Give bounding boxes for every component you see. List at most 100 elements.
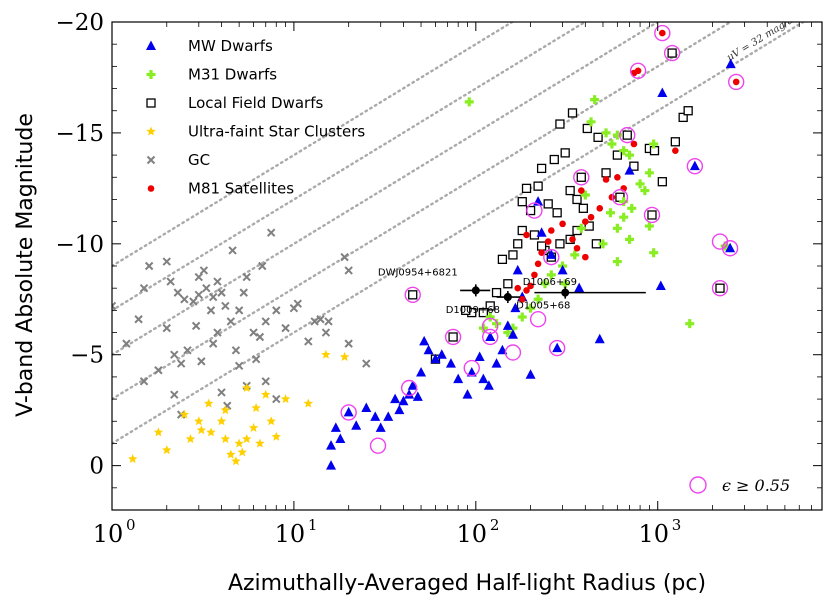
data-point — [194, 416, 204, 426]
data-point — [202, 283, 211, 293]
data-point — [231, 346, 241, 355]
data-point — [255, 332, 265, 342]
data-point — [326, 460, 337, 470]
data-point — [612, 223, 622, 233]
x-tick-label-exponent: 0 — [126, 516, 136, 534]
data-point — [216, 416, 227, 426]
data-point — [543, 199, 553, 209]
ellipticity-circle — [721, 240, 739, 257]
data-point — [206, 427, 216, 437]
named-object-point — [503, 293, 512, 302]
data-point — [370, 411, 381, 421]
data-point — [228, 246, 237, 255]
data-point — [217, 288, 226, 297]
data-point — [461, 305, 471, 316]
data-point — [335, 433, 346, 444]
legend-marker — [147, 185, 155, 192]
data-point — [485, 301, 495, 311]
data-point — [430, 353, 441, 364]
data-point — [404, 389, 415, 399]
data-point — [304, 337, 313, 346]
data-point — [517, 312, 527, 322]
data-point — [586, 117, 596, 127]
data-point — [208, 292, 218, 302]
data-point — [527, 282, 534, 290]
data-point — [242, 272, 251, 282]
data-point — [580, 190, 590, 200]
data-point — [412, 391, 423, 401]
data-point — [523, 231, 530, 239]
data-point — [261, 377, 270, 386]
data-point — [474, 351, 485, 361]
data-point — [644, 221, 654, 231]
ellipticity-circle — [654, 24, 671, 42]
legend: MW Dwarfs M31 Dwarfs Local Field Dwarfs Ult… — [146, 37, 790, 495]
data-point — [122, 339, 131, 348]
data-point — [194, 272, 203, 282]
data-point — [503, 279, 513, 289]
data-point — [635, 179, 645, 189]
x-tick-label-exponent: 3 — [672, 516, 682, 534]
data-point — [672, 147, 679, 154]
data-point — [570, 250, 580, 260]
data-point — [560, 148, 570, 158]
data-point — [533, 181, 543, 191]
data-point — [266, 416, 276, 426]
data-point — [485, 331, 496, 341]
data-point — [602, 176, 610, 183]
data-point — [584, 221, 594, 231]
data-point — [375, 422, 386, 432]
ellipticity-circle — [611, 189, 629, 206]
data-point — [612, 257, 622, 267]
ellipticity-circle — [629, 62, 647, 80]
data-point — [546, 249, 557, 259]
ellipticity-circle — [482, 328, 499, 346]
legend-label: GC — [188, 151, 210, 169]
data-point — [206, 306, 216, 315]
data-point — [185, 434, 196, 444]
data-point — [565, 185, 575, 196]
legend-label: M81 Satellites — [188, 180, 294, 198]
data-point — [340, 252, 349, 262]
data-point — [220, 405, 231, 415]
data-point — [221, 301, 230, 311]
data-point — [573, 244, 581, 252]
data-point — [261, 389, 271, 399]
data-point — [154, 366, 163, 375]
data-point — [394, 404, 405, 415]
data-point — [614, 173, 621, 181]
data-point — [251, 354, 261, 364]
data-point — [640, 186, 650, 196]
data-point — [179, 409, 190, 419]
legend-marker — [146, 98, 156, 108]
data-point — [173, 288, 183, 297]
ellipticity-circle — [529, 311, 547, 328]
data-point — [272, 306, 281, 315]
legend-marker — [146, 40, 156, 50]
data-point — [162, 257, 171, 266]
data-point — [448, 332, 458, 342]
data-point — [598, 239, 608, 249]
ellipticity-circle — [543, 248, 560, 266]
ellipticity-circle — [340, 404, 357, 421]
data-point — [226, 317, 236, 326]
x-tick-label: 10 — [638, 520, 669, 548]
sb-line — [112, 22, 661, 356]
ellipticity-circle — [369, 437, 387, 454]
data-point — [510, 302, 521, 313]
y-tick-label: −20 — [55, 10, 104, 36]
legend-label: ϵ ≥ 0.55 — [722, 476, 790, 495]
data-point — [478, 307, 488, 318]
data-point — [361, 402, 372, 412]
data-point — [199, 266, 209, 275]
legend-label: Ultra-faint Star Clusters — [188, 123, 365, 141]
data-point — [180, 295, 189, 304]
ellipticity-circle — [663, 44, 681, 62]
data-point — [321, 349, 331, 359]
data-point — [197, 357, 206, 366]
data-point — [582, 218, 589, 225]
data-point — [644, 168, 654, 178]
x-tick-label: 10 — [457, 520, 488, 548]
data-point — [518, 295, 526, 303]
ellipticity-circle — [400, 379, 418, 397]
